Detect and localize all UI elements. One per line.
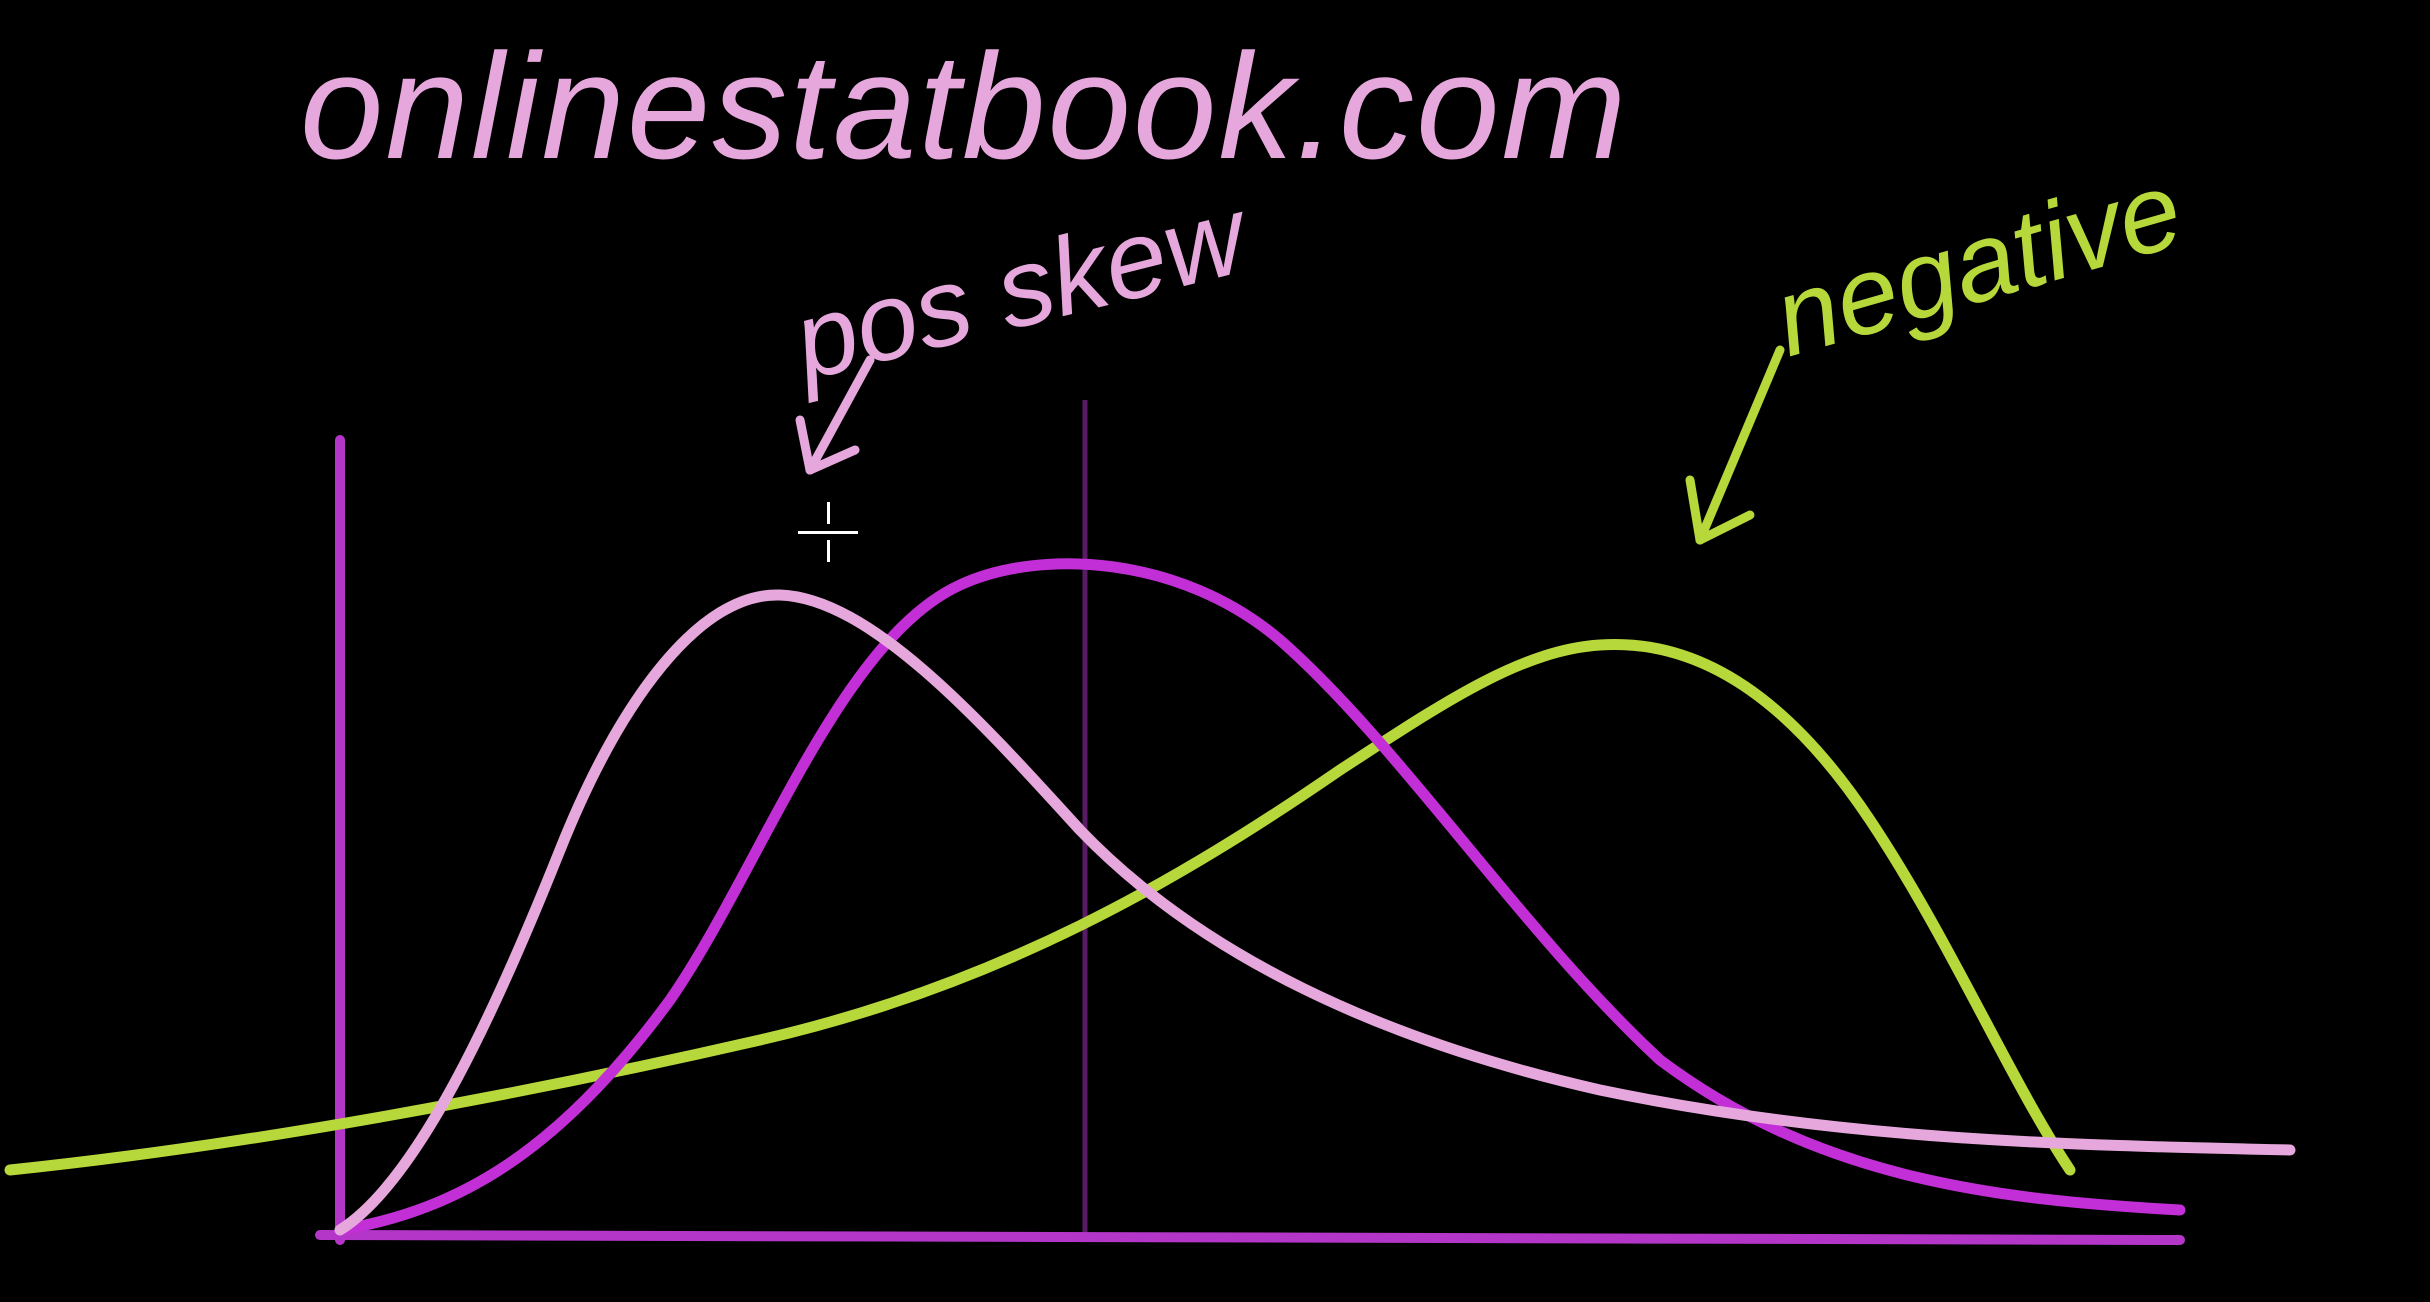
- page-title: onlinestatbook.com: [300, 20, 1628, 193]
- arrow-pos-head-1: [800, 420, 810, 470]
- cursor-crosshair-icon: [798, 502, 858, 562]
- arrow-neg-line: [1700, 350, 1780, 540]
- arrow-neg-head-1: [1690, 480, 1700, 540]
- positive-skew-curve: [340, 595, 2290, 1230]
- drawing-canvas: onlinestatbook.com pos skew negative: [0, 0, 2430, 1302]
- arrow-negative: [1690, 350, 1780, 540]
- curves-group: [10, 564, 2290, 1230]
- x-axis: [320, 1235, 2180, 1240]
- negative-skew-curve: [10, 644, 2070, 1170]
- axes-group: [320, 400, 2180, 1240]
